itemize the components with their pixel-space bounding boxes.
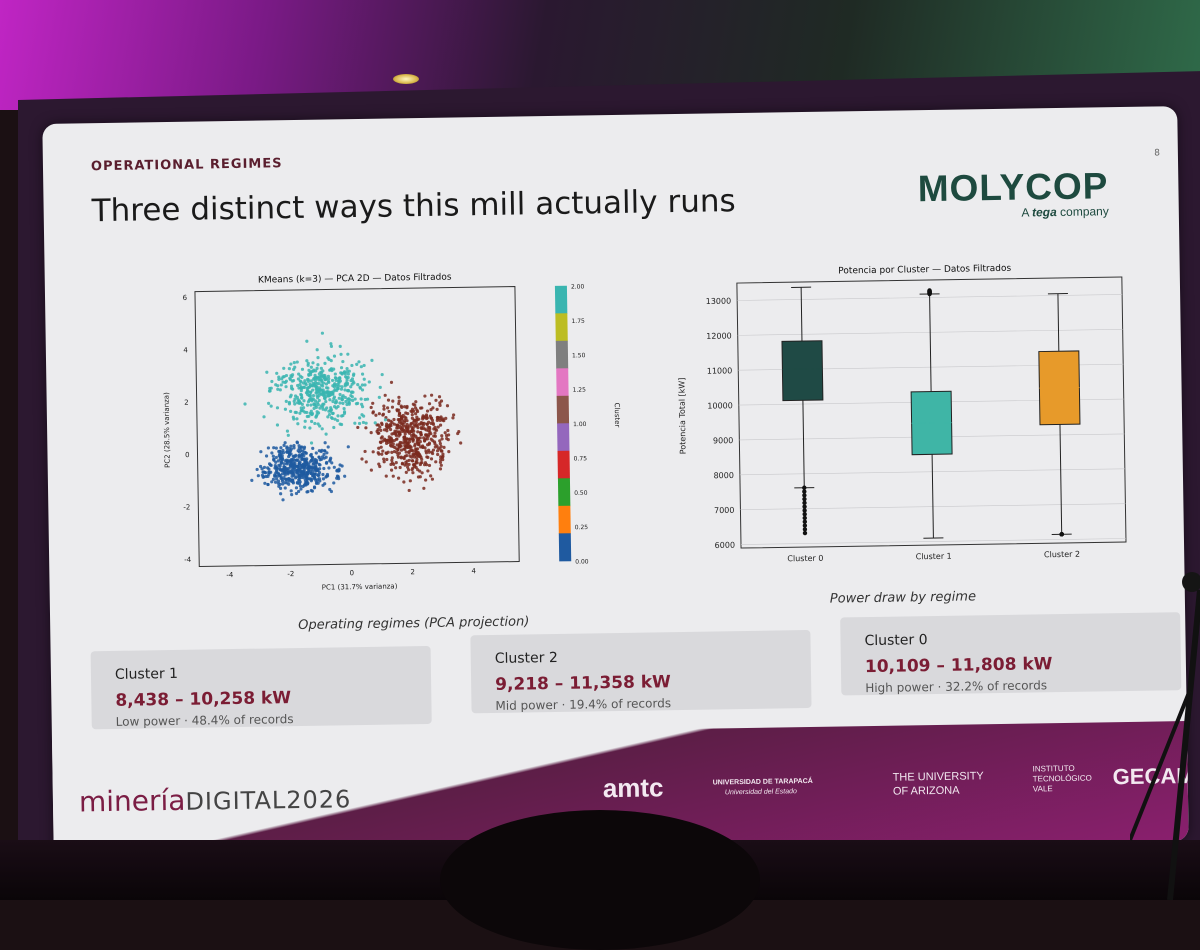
event-name-digital: DIGITAL2026 (185, 785, 351, 816)
boxplot-x-tick-label: Cluster 2 (1044, 550, 1080, 560)
card-title: Cluster 2 (495, 650, 558, 667)
section-label: OPERATIONAL REGIMES (91, 156, 283, 174)
logo-wordmark: MOLYCOP (917, 165, 1108, 210)
colorbar-tick-label: 2.00 (571, 283, 585, 290)
colorbar-segment (559, 533, 571, 561)
box-iqr (782, 341, 823, 401)
scatter-x-ticks: -4 -2 0 2 4 (226, 567, 476, 579)
colorbar-segment (556, 341, 568, 369)
colorbar-segment (557, 396, 569, 424)
partner-arizona: THE UNIVERSITY (893, 770, 984, 783)
colorbar-segment (558, 506, 570, 534)
colorbar-tick-label: 1.00 (573, 421, 587, 428)
slide-title: Three distinct ways this mill actually r… (91, 183, 736, 229)
boxplot-y-tick-label: 13000 (706, 297, 732, 306)
card-power-range: 9,218 – 11,358 kW (495, 672, 671, 695)
card-note: Mid power · 19.4% of records (495, 696, 671, 713)
scatter-title: KMeans (k=3) — PCA 2D — Datos Filtrados (258, 273, 452, 286)
scatter-x-tick-label: -4 (226, 571, 234, 579)
boxplot-y-tick-label: 10000 (707, 401, 733, 410)
boxplot-y-tick-label: 6000 (715, 541, 735, 550)
scatter-y-label: PC2 (28.5% varianza) (163, 392, 172, 468)
microphone-stand (1130, 560, 1200, 900)
colorbar-segment (555, 286, 567, 314)
boxplot-y-tick-label: 11000 (707, 366, 733, 375)
partner-itv: INSTITUTO (1032, 764, 1074, 774)
partner-arizona-sub: OF ARIZONA (893, 785, 960, 798)
boxplot-y-ticks: 13000 12000 11000 10000 9000 8000 7000 6000 (706, 297, 735, 550)
partner-amtc: amtc (603, 772, 664, 804)
scatter-y-ticks: 6 4 2 0 -2 -4 (180, 294, 192, 564)
power-boxplot-svg: Potencia por Cluster — Datos Filtrados 1… (645, 257, 1130, 585)
boxplot-caption: Power draw by regime (830, 589, 976, 606)
event-name-main: minería (79, 784, 186, 819)
pca-scatter-chart: KMeans (k=3) — PCA 2D — Datos Filtrados … (155, 265, 630, 612)
boxplot-y-tick-label: 12000 (706, 331, 732, 340)
scatter-y-tick-label: -4 (184, 556, 192, 564)
page-number: 8 (1154, 148, 1160, 158)
presentation-slide: OPERATIONAL REGIMES 8 Three distinct way… (42, 106, 1188, 859)
scatter-x-tick-label: 0 (349, 569, 354, 577)
partner-itv-line2: TECNOLÓGICO (1033, 774, 1092, 784)
colorbar-tick-label: 1.50 (572, 352, 586, 359)
colorbar-segment (556, 368, 568, 396)
boxplot-y-tick-label: 7000 (714, 506, 734, 515)
logo-tagline-suffix: company (1060, 204, 1109, 219)
colorbar-tick-label: 0.25 (575, 524, 589, 531)
logo-tagline-prefix: A (1021, 205, 1029, 219)
box-median (1039, 388, 1079, 389)
scatter-y-tick-label: 6 (183, 294, 188, 302)
card-note: High power · 32.2% of records (865, 678, 1047, 695)
scatter-y-tick-label: 0 (185, 451, 190, 459)
power-boxplot-chart: Potencia por Cluster — Datos Filtrados 1… (645, 257, 1130, 585)
boxplot-title: Potencia por Cluster — Datos Filtrados (838, 264, 1011, 277)
colorbar-tick-label: 1.75 (571, 318, 585, 325)
card-title: Cluster 1 (115, 666, 178, 683)
boxplot-x-ticks: Cluster 0 Cluster 1 Cluster 2 (787, 550, 1080, 564)
partner-itv-line3: VALE (1033, 784, 1053, 793)
card-title: Cluster 0 (864, 632, 927, 649)
colorbar-tick-label: 1.25 (572, 387, 586, 394)
scatter-caption: Operating regimes (PCA projection) (298, 614, 529, 633)
colorbar-label: Cluster (613, 402, 621, 427)
colorbar-segment (555, 313, 567, 341)
boxplot-y-tick-label: 8000 (713, 471, 733, 480)
colorbar-segment (558, 478, 570, 506)
scatter-x-tick-label: -2 (287, 570, 294, 578)
logo-tagline-brand: tega (1032, 205, 1057, 219)
boxplot-x-tick-label: Cluster 0 (787, 554, 823, 564)
card-note: Low power · 48.4% of records (116, 712, 294, 729)
colorbar-tick-label: 0.00 (575, 558, 589, 565)
box-median (782, 369, 822, 370)
cluster-colorbar (555, 286, 571, 562)
scatter-x-label: PC1 (31.7% varianza) (322, 582, 398, 591)
colorbar-segment (557, 423, 569, 451)
audience-head-silhouette (440, 810, 760, 950)
scatter-y-tick-label: 2 (184, 399, 189, 407)
cluster-card: Cluster 2 9,218 – 11,358 kW Mid power · … (470, 630, 811, 713)
colorbar-tick-label: 0.75 (574, 455, 588, 462)
card-power-range: 8,438 – 10,258 kW (115, 688, 291, 711)
colorbar-ticks: 2.00 1.75 1.50 1.25 1.00 0.75 0.50 0.25 0.00 (571, 283, 589, 565)
partner-tarapaca-sub: Universidad del Estado (725, 788, 797, 796)
ceiling-light (393, 74, 419, 84)
cluster-card: Cluster 1 8,438 – 10,258 kW Low power · … (91, 646, 432, 729)
scatter-y-tick-label: 4 (183, 346, 188, 354)
scatter-y-tick-label: -2 (183, 503, 190, 511)
pca-scatter-svg: KMeans (k=3) — PCA 2D — Datos Filtrados … (155, 265, 630, 612)
boxplot-y-tick-label: 9000 (713, 436, 733, 445)
card-power-range: 10,109 – 11,808 kW (865, 654, 1053, 677)
event-logo: mineríaDIGITAL2026 (79, 781, 352, 818)
boxplot-x-tick-label: Cluster 1 (916, 552, 952, 562)
box-median (912, 423, 952, 424)
boxplot-y-label: Potencia Total [kW] (677, 378, 687, 455)
scatter-x-tick-label: 4 (471, 567, 476, 575)
colorbar-segment (557, 451, 569, 479)
colorbar-tick-label: 0.50 (574, 490, 588, 497)
molycop-logo: MOLYCOP A tega company (917, 165, 1108, 221)
scatter-x-tick-label: 2 (410, 568, 415, 576)
